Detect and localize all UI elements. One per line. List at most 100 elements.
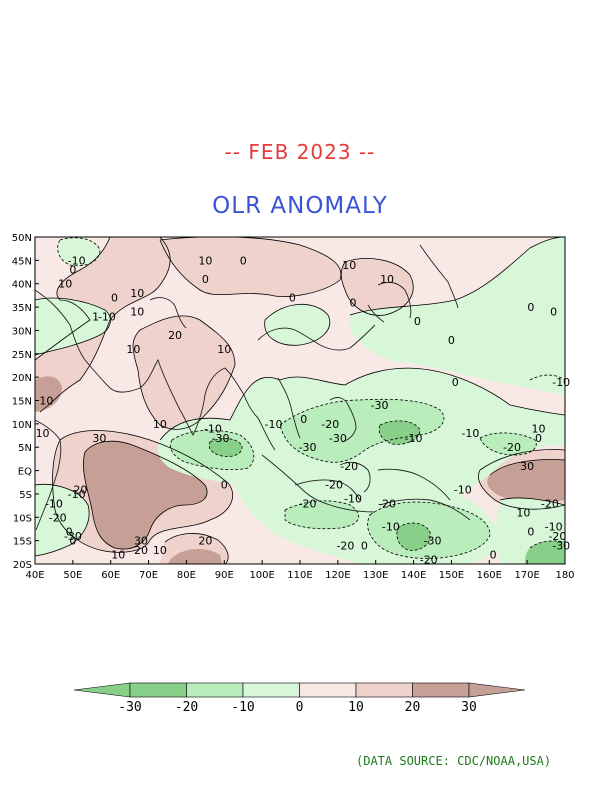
contour-label: 0 — [300, 413, 307, 426]
colorbar-left-arrow — [73, 682, 131, 698]
contour-label: -20 — [541, 497, 559, 510]
field-neg10-arabia — [35, 298, 111, 355]
lat-label: 35N — [12, 303, 32, 314]
contour-label: 0 — [69, 535, 76, 548]
colorbar-swatch — [242, 682, 300, 698]
lon-label: 120E — [325, 570, 350, 581]
field-neg20-philippines — [280, 399, 444, 463]
contour-label: -20 — [299, 497, 317, 510]
lat-label: 25N — [12, 350, 32, 361]
lon-label: 80E — [177, 570, 196, 581]
contour-label: -10 — [545, 521, 563, 534]
contour-label: -10 — [98, 310, 116, 323]
contour-label: 0 — [202, 273, 209, 286]
contour-label: -10 — [405, 432, 423, 445]
colorbar-swatch — [355, 682, 413, 698]
contour-label: -20 — [340, 460, 358, 473]
lon-label: 40E — [25, 570, 44, 581]
colorbar-label: 20 — [405, 700, 421, 715]
lat-label: 45N — [12, 256, 32, 267]
contour-label: 10 — [58, 278, 72, 291]
contour-label: 10 — [516, 507, 530, 520]
contour-label: 0 — [550, 306, 557, 319]
contour-label: -10 — [382, 521, 400, 534]
contour-label: 30 — [520, 460, 534, 473]
contour-label: -10 — [204, 423, 222, 436]
lon-label: 140E — [401, 570, 426, 581]
anomaly-fields — [35, 237, 565, 564]
colorbar-label: 10 — [348, 700, 364, 715]
contour-label: -30 — [329, 432, 347, 445]
field-neg30-southeast — [525, 540, 565, 564]
coastlines — [35, 244, 471, 531]
field-neg20-pacific — [480, 432, 537, 455]
contour-label: 0 — [452, 376, 459, 389]
contour-label: 0 — [535, 432, 542, 445]
contour-label: -10 — [454, 483, 472, 496]
contour-label: 10 — [198, 254, 212, 267]
lon-label: 110E — [287, 570, 312, 581]
lon-label: 60E — [101, 570, 120, 581]
field-pos20-south — [168, 548, 222, 564]
contour-label: 10 — [153, 418, 167, 431]
contour-label: 20 — [134, 544, 148, 557]
contour-label: 0 — [66, 525, 73, 538]
contour-label: -20 — [548, 530, 566, 543]
lon-label: 180 — [555, 570, 574, 581]
contour-label: -10 — [68, 488, 86, 501]
longitude-axis: 40E 50E 60E 70E 80E 90E 100E 110E 120E 130E 140E 15… — [25, 560, 575, 581]
field-neg30-philippines — [379, 420, 420, 445]
colorbar-swatch — [129, 682, 187, 698]
lon-label: 70E — [139, 570, 158, 581]
lat-label: 10S — [13, 513, 32, 524]
contour-label: -10 — [552, 376, 570, 389]
lat-label: EQ — [18, 467, 32, 478]
lat-label: 20S — [13, 560, 32, 571]
lon-label: 90E — [215, 570, 234, 581]
contour-label: 0 — [240, 254, 247, 267]
contour-label: 10 — [126, 343, 140, 356]
field-pos10-japan — [341, 258, 414, 316]
colorbar-label: -10 — [231, 700, 254, 715]
contour-label: 10 — [380, 273, 394, 286]
lon-label: 100E — [249, 570, 274, 581]
contour-label: -20 — [378, 497, 396, 510]
lon-label: 150E — [439, 570, 464, 581]
field-neg10-tibet — [264, 304, 330, 346]
field-neg10-west-pacific — [350, 237, 565, 395]
data-source-note: (DATA SOURCE: CDC/NOAA,USA) — [356, 754, 552, 768]
lat-label: 50N — [12, 233, 32, 244]
contour-label: -10 — [45, 497, 63, 510]
contour-label: 0 — [448, 334, 455, 347]
lon-label: 160E — [477, 570, 502, 581]
contour-label: 30 — [134, 535, 148, 548]
colorbar-label: 0 — [296, 700, 304, 715]
contour-label: -20 — [49, 511, 67, 524]
contour-label: -30 — [64, 530, 82, 543]
colorbar-swatch — [412, 682, 470, 698]
contour-label: 0 — [527, 525, 534, 538]
lon-label: 50E — [63, 570, 82, 581]
contour-label: -20 — [325, 479, 343, 492]
contour-label: 20 — [198, 535, 212, 548]
contour-label: 10 — [39, 395, 53, 408]
lat-label: 20N — [12, 373, 32, 384]
map-date-title: -- FEB 2023 -- — [224, 140, 376, 164]
map-main-title: OLR ANOMALY — [212, 193, 388, 219]
contour-label: -30 — [424, 535, 442, 548]
colorbar-label: -30 — [118, 700, 141, 715]
contour-label: 10 — [532, 423, 546, 436]
contour-label: 0 — [490, 549, 497, 562]
contour-label: -10 — [344, 493, 362, 506]
contour-label: 10 — [111, 549, 125, 562]
contour-label: 10 — [153, 544, 167, 557]
contour-label: -20 — [420, 553, 438, 566]
contour-label: 0 — [350, 296, 357, 309]
contour-label: 1 — [92, 310, 99, 323]
field-neg30-bay-of-bengal — [209, 438, 243, 457]
contour-label: -20 — [321, 418, 339, 431]
contour-label: -30 — [552, 539, 570, 552]
lat-label: 30N — [12, 326, 32, 337]
